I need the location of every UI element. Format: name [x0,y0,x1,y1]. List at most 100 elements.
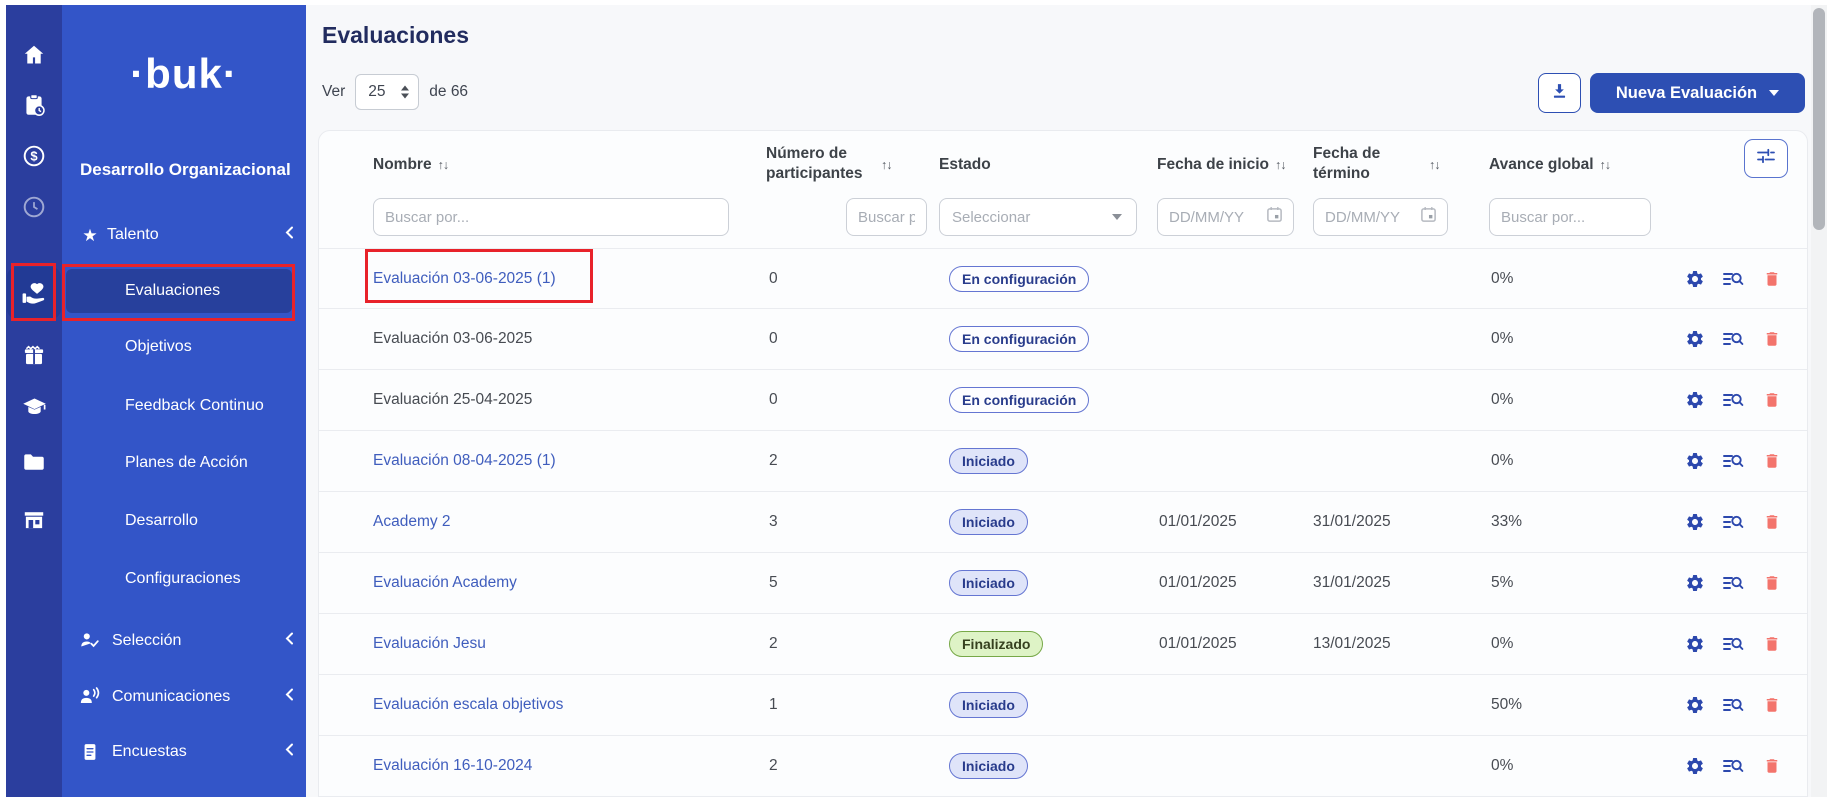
chevron-left-icon[interactable] [284,632,294,651]
settings-gear-icon[interactable] [1685,695,1705,715]
documents-folder-icon[interactable] [6,448,62,476]
filter-name-input[interactable] [373,198,729,236]
settings-gear-icon[interactable] [1685,512,1705,532]
evaluation-name-text: Evaluación 25-04-2025 [373,391,533,408]
chevron-left-icon[interactable] [284,688,294,707]
select-placeholder: Seleccionar [952,208,1031,226]
filter-end-date-input[interactable] [1313,198,1448,236]
view-details-icon[interactable] [1722,270,1744,288]
sidebar-item-label: Evaluaciones [125,282,221,299]
status-badge: Iniciado [949,570,1028,596]
sort-icon[interactable]: ↑↓ [1429,158,1440,172]
start-date-value: 01/01/2025 [1159,635,1237,652]
store-icon[interactable] [6,506,62,534]
select-spinner-icon [401,85,410,99]
status-badge: En configuración [949,265,1090,292]
per-page-select[interactable]: 25 [355,74,420,110]
participants-value: 5 [769,574,778,591]
benefits-gift-icon[interactable] [6,341,62,369]
window-edge-left [0,0,6,797]
delete-trash-icon[interactable] [1763,269,1781,289]
settings-gear-icon[interactable] [1685,573,1705,593]
sidebar-item-evaluaciones[interactable]: Evaluaciones [66,269,292,313]
delete-trash-icon[interactable] [1763,329,1781,349]
participants-value: 0 [769,330,778,347]
evaluation-name-link[interactable]: Evaluación 08-04-2025 (1) [373,452,556,469]
caret-down-icon [1769,90,1780,96]
delete-trash-icon[interactable] [1763,695,1781,715]
sidebar-item-configuraciones[interactable]: Configuraciones [62,559,306,599]
sort-icon[interactable]: ↑↓ [881,158,892,172]
view-details-icon[interactable] [1722,635,1744,653]
evaluation-name-link[interactable]: Evaluación 16-10-2024 [373,757,533,774]
delete-trash-icon[interactable] [1763,634,1781,654]
participants-value: 2 [769,757,778,774]
scrollbar-thumb[interactable] [1813,8,1825,230]
pagination-size-control: Ver 25 de 66 [322,74,468,110]
download-button[interactable] [1538,73,1581,113]
view-details-icon[interactable] [1722,452,1744,470]
column-settings-button[interactable] [1744,139,1788,178]
delete-trash-icon[interactable] [1763,390,1781,410]
chevron-left-icon[interactable] [284,743,294,762]
evaluation-name-link[interactable]: Evaluación 03-06-2025 (1) [373,269,556,287]
filter-progress-input[interactable] [1489,198,1651,236]
sidebar-item-desarrollo[interactable]: Desarrollo [62,501,306,541]
payroll-dollar-icon[interactable]: $ [6,142,62,170]
view-details-icon[interactable] [1722,391,1744,409]
sidebar-item-objetivos[interactable]: Objetivos [62,327,306,367]
status-badge: Iniciado [949,448,1028,474]
sort-icon[interactable]: ↑↓ [1599,158,1611,172]
page-title: Evaluaciones [322,22,470,48]
view-details-icon[interactable] [1722,574,1744,592]
person-announce-icon [78,686,102,708]
evaluation-name-link[interactable]: Academy 2 [373,513,451,530]
new-evaluation-label: Nueva Evaluación [1615,83,1758,102]
sidebar-item-seleccion[interactable]: Selección [62,621,306,661]
home-icon[interactable] [6,41,62,69]
new-evaluation-button[interactable]: Nueva Evaluación [1590,73,1805,113]
table-row: Academy 2 3 Iniciado 01/01/2025 31/01/20… [319,492,1807,553]
filter-status-select[interactable]: Seleccionar [939,198,1137,236]
time-clock-icon[interactable] [6,193,62,221]
sidebar-item-planes-de-accion[interactable]: Planes de Acción [62,443,306,483]
filter-participants-input[interactable] [846,198,927,236]
settings-gear-icon[interactable] [1685,756,1705,776]
participants-value: 3 [769,513,778,530]
clipboard-clock-icon[interactable] [6,91,62,119]
settings-gear-icon[interactable] [1685,451,1705,471]
view-details-icon[interactable] [1722,757,1744,775]
settings-gear-icon[interactable] [1685,269,1705,289]
view-details-icon[interactable] [1722,513,1744,531]
evaluation-name-link[interactable]: Evaluación Jesu [373,635,486,652]
progress-value: 0% [1491,391,1514,408]
download-icon [1550,81,1569,105]
delete-trash-icon[interactable] [1763,756,1781,776]
sort-icon[interactable]: ↑↓ [1274,158,1286,172]
settings-gear-icon[interactable] [1685,390,1705,410]
talent-hand-heart-icon[interactable] [6,279,62,307]
settings-gear-icon[interactable] [1685,329,1705,349]
delete-trash-icon[interactable] [1763,451,1781,471]
chevron-left-icon[interactable] [284,226,294,245]
delete-trash-icon[interactable] [1763,573,1781,593]
progress-value: 0% [1491,635,1514,652]
evaluation-name-link[interactable]: Evaluación Academy [373,574,517,591]
per-page-ver-label: Ver [322,83,346,100]
column-header-fecha-termino: Fecha de término [1313,145,1381,182]
filter-start-date-input[interactable] [1157,198,1294,236]
participants-value: 2 [769,452,778,469]
view-details-icon[interactable] [1722,696,1744,714]
sidebar-item-feedback-continuo[interactable]: Feedback Continuo [62,386,306,426]
sidebar-item-comunicaciones[interactable]: Comunicaciones [62,677,306,717]
training-graduation-cap-icon[interactable] [6,393,62,421]
settings-gear-icon[interactable] [1685,634,1705,654]
sidebar-item-encuestas[interactable]: Encuestas [62,732,306,772]
delete-trash-icon[interactable] [1763,512,1781,532]
column-header-fecha-inicio: Fecha de inicio ↑↓ [1157,156,1286,173]
evaluation-name-link[interactable]: Evaluación escala objetivos [373,696,564,713]
view-details-icon[interactable] [1722,330,1744,348]
table-row: Evaluación escala objetivos 1 Iniciado 5… [319,675,1807,736]
sort-icon[interactable]: ↑↓ [437,158,449,172]
sidebar-item-talento[interactable]: ★ Talento [62,215,306,255]
